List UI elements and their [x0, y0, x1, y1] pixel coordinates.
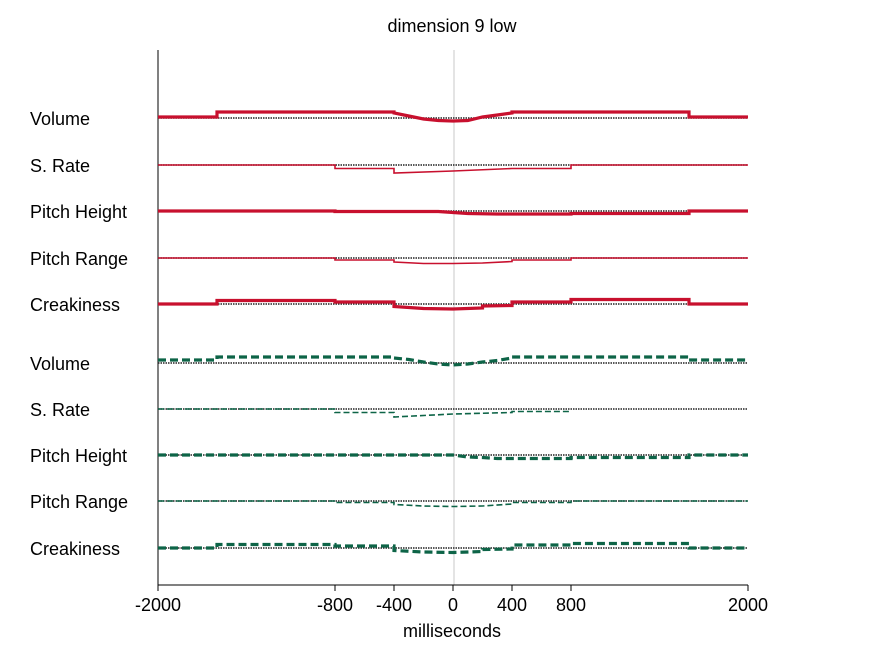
row-label: Pitch Height — [30, 446, 127, 466]
series-group — [158, 110, 748, 555]
x-axis-label: milliseconds — [403, 621, 501, 641]
row-label: Pitch Range — [30, 249, 128, 269]
row-label: Creakiness — [30, 539, 120, 559]
x-tick-label: 400 — [497, 595, 527, 615]
row-label: Volume — [30, 354, 90, 374]
series-line — [158, 408, 571, 418]
x-tick-label: -400 — [376, 595, 412, 615]
series-line — [158, 257, 748, 265]
row-label: Pitch Range — [30, 492, 128, 512]
chart-title: dimension 9 low — [387, 16, 517, 36]
x-tick-label: -800 — [317, 595, 353, 615]
x-tick-label: -2000 — [135, 595, 181, 615]
row-label-group: Volume S. Rate Pitch Height Pitch Range Crea… — [30, 109, 128, 559]
series-line — [158, 541, 748, 555]
series-line — [158, 500, 748, 508]
row-label: Creakiness — [30, 295, 120, 315]
series-line — [158, 453, 748, 461]
series-line — [158, 110, 748, 123]
row-label: S. Rate — [30, 400, 90, 420]
row-label: Volume — [30, 109, 90, 129]
series-line — [158, 164, 748, 174]
x-tick-label: 800 — [556, 595, 586, 615]
x-tick-label: 0 — [448, 595, 458, 615]
series-line — [158, 355, 748, 367]
series-line — [158, 209, 748, 216]
row-label: Pitch Height — [30, 202, 127, 222]
x-tick-label: 2000 — [728, 595, 768, 615]
x-tick-group: -2000 -800 -400 0 400 800 2000 — [135, 585, 768, 615]
series-line — [158, 297, 748, 311]
row-label: S. Rate — [30, 156, 90, 176]
baseline-group — [158, 117, 748, 549]
